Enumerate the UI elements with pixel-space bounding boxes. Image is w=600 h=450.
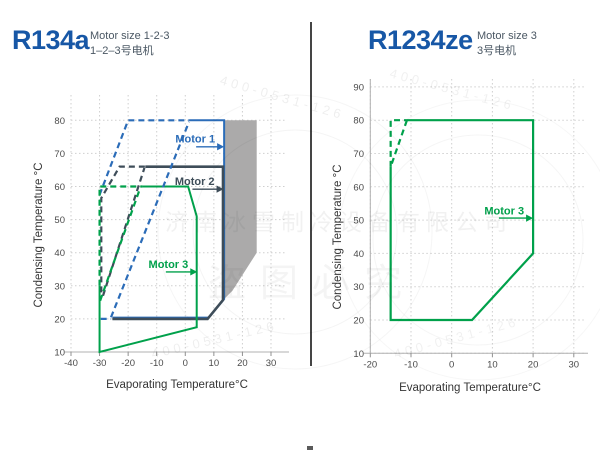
motor-label-arrow-icon — [217, 143, 225, 151]
x-tick-label: 0 — [183, 358, 188, 369]
left-subtitle-cn: 1–2–3号电机 — [90, 45, 154, 57]
y-tick-label: 10 — [353, 349, 364, 360]
x-tick-label: 10 — [487, 359, 498, 370]
page-footer-mark — [307, 446, 313, 450]
motor-label-arrow-icon — [190, 268, 198, 276]
envelope-line — [112, 165, 225, 321]
envelope-line — [389, 119, 407, 167]
x-tick-label: 10 — [209, 358, 220, 369]
y-tick-label: 50 — [353, 216, 364, 227]
x-tick-label: -30 — [93, 358, 107, 369]
motor-label: Motor 2 — [175, 176, 215, 188]
y-tick-label: 30 — [54, 281, 65, 292]
envelope-line — [112, 119, 226, 319]
envelope-line — [100, 165, 146, 293]
x-tick-label: 30 — [569, 359, 580, 370]
gray-shaded-region — [224, 120, 257, 300]
envelope-line — [389, 119, 535, 322]
x-axis-label: Evaporating Temperature°C — [399, 382, 541, 394]
motor-label: Motor 3 — [149, 259, 189, 271]
motor-label-arrow-icon — [526, 214, 534, 222]
right-subtitle-en: Motor size 3 — [477, 30, 537, 42]
right-subtitle-cn: 3号电机 — [477, 45, 517, 57]
r134a-envelope-chart: -40 -30 -20 -10 0 10 20 30 10 20 30 40 50 60 70 80 Motor… — [33, 95, 289, 391]
envelope-line — [101, 167, 146, 297]
y-tick-label: 70 — [54, 149, 65, 160]
y-tick-label: 80 — [353, 116, 364, 127]
left-panel-subtitle: Motor size 1-2-3 1–2–3号电机 — [90, 29, 169, 59]
envelope-line — [389, 119, 408, 168]
r1234ze-envelope-chart: -20 -10 0 10 20 30 10 20 30 40 50 60 70 80 90 Motor 3 Ev… — [332, 79, 588, 394]
y-tick-label: 30 — [353, 282, 364, 293]
x-tick-label: 30 — [266, 358, 277, 369]
left-panel-title: R134a — [12, 25, 90, 55]
panel-divider — [310, 22, 312, 366]
x-tick-label: -40 — [64, 358, 78, 369]
x-tick-label: 20 — [237, 358, 248, 369]
y-tick-label: 40 — [353, 249, 364, 260]
x-axis-label: Evaporating Temperature°C — [106, 379, 248, 391]
motor-label: Motor 1 — [175, 134, 215, 146]
x-tick-label: 20 — [528, 359, 539, 370]
y-axis-label: Condensing Temperature °C — [332, 164, 344, 309]
y-tick-label: 90 — [353, 82, 364, 93]
x-tick-label: -20 — [121, 358, 135, 369]
x-tick-label: 0 — [449, 359, 454, 370]
envelope-line — [109, 121, 191, 318]
y-tick-label: 80 — [54, 116, 65, 127]
motor-label-arrow-icon — [216, 185, 224, 193]
right-panel-title: R1234ze — [368, 25, 473, 55]
y-tick-label: 40 — [54, 248, 65, 259]
x-tick-label: -10 — [404, 359, 418, 370]
y-tick-label: 10 — [54, 348, 65, 359]
y-tick-label: 20 — [353, 316, 364, 327]
y-axis-label: Condensing Temperature °C — [33, 162, 45, 307]
left-subtitle-en: Motor size 1-2-3 — [90, 30, 170, 42]
y-tick-label: 50 — [54, 215, 65, 226]
y-tick-label: 60 — [54, 182, 65, 193]
motor-label: Motor 3 — [484, 205, 524, 217]
right-panel-subtitle: Motor size 3 3号电机 — [477, 29, 537, 59]
x-tick-label: -20 — [363, 359, 377, 370]
envelope-line — [98, 119, 190, 196]
y-tick-label: 60 — [353, 182, 364, 193]
envelope-line — [98, 185, 143, 286]
x-tick-label: -10 — [150, 358, 164, 369]
y-tick-label: 20 — [54, 314, 65, 325]
y-tick-label: 70 — [353, 149, 364, 160]
